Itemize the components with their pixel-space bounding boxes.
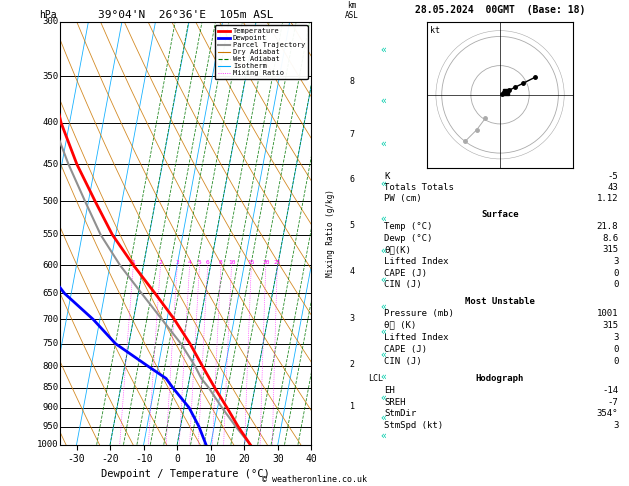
- Text: SREH: SREH: [384, 398, 406, 406]
- Text: 0: 0: [613, 280, 618, 289]
- Text: 600: 600: [42, 261, 58, 270]
- Text: «: «: [381, 178, 387, 188]
- Text: 8.6: 8.6: [602, 234, 618, 243]
- Text: StmDir: StmDir: [384, 409, 416, 418]
- Text: 315: 315: [602, 321, 618, 330]
- Text: Most Unstable: Most Unstable: [465, 297, 535, 306]
- Text: 850: 850: [42, 383, 58, 392]
- Text: 8: 8: [350, 77, 355, 87]
- Text: 0: 0: [613, 345, 618, 354]
- Text: -14: -14: [602, 385, 618, 395]
- Title: 39°04'N  26°36'E  105m ASL: 39°04'N 26°36'E 105m ASL: [97, 10, 274, 20]
- Text: 900: 900: [42, 403, 58, 412]
- Text: 3: 3: [350, 314, 355, 323]
- Text: «: «: [381, 45, 387, 55]
- Text: «: «: [381, 350, 387, 360]
- Text: «: «: [381, 245, 387, 255]
- Text: «: «: [381, 393, 387, 403]
- Text: 5: 5: [350, 221, 355, 229]
- Text: 15: 15: [248, 260, 255, 265]
- Text: StmSpd (kt): StmSpd (kt): [384, 421, 443, 431]
- Text: 4: 4: [188, 260, 191, 265]
- Text: CIN (J): CIN (J): [384, 280, 422, 289]
- Text: -7: -7: [608, 398, 618, 406]
- Text: 1001: 1001: [597, 309, 618, 318]
- Text: 28.05.2024  00GMT  (Base: 18): 28.05.2024 00GMT (Base: 18): [415, 4, 585, 15]
- Text: «: «: [381, 275, 387, 285]
- Text: Lifted Index: Lifted Index: [384, 257, 449, 266]
- Text: EH: EH: [384, 385, 395, 395]
- Text: 550: 550: [42, 230, 58, 239]
- Text: PW (cm): PW (cm): [384, 194, 422, 204]
- Text: Lifted Index: Lifted Index: [384, 333, 449, 342]
- Text: 700: 700: [42, 315, 58, 324]
- Text: CIN (J): CIN (J): [384, 357, 422, 365]
- Text: 3: 3: [613, 333, 618, 342]
- Text: «: «: [381, 431, 387, 441]
- Text: © weatheronline.co.uk: © weatheronline.co.uk: [262, 474, 367, 484]
- Text: LCL: LCL: [368, 374, 383, 383]
- Text: 6: 6: [350, 175, 355, 184]
- Text: 450: 450: [42, 160, 58, 169]
- Text: 3: 3: [613, 421, 618, 431]
- Text: CAPE (J): CAPE (J): [384, 269, 427, 278]
- Text: 950: 950: [42, 422, 58, 431]
- Text: 6: 6: [206, 260, 209, 265]
- Text: 1: 1: [131, 260, 135, 265]
- Text: «: «: [381, 95, 387, 105]
- Text: θᴄ(K): θᴄ(K): [384, 245, 411, 254]
- Text: 7: 7: [350, 130, 355, 139]
- Text: 2: 2: [350, 360, 355, 368]
- Text: «: «: [381, 213, 387, 224]
- Text: θᴄ (K): θᴄ (K): [384, 321, 416, 330]
- Text: kt: kt: [430, 26, 440, 35]
- Text: 1000: 1000: [37, 440, 58, 449]
- Text: 350: 350: [42, 71, 58, 81]
- Text: K: K: [384, 173, 390, 181]
- Text: «: «: [381, 372, 387, 382]
- Text: 43: 43: [608, 183, 618, 192]
- Text: «: «: [381, 327, 387, 337]
- Text: -5: -5: [608, 173, 618, 181]
- Text: Totals Totals: Totals Totals: [384, 183, 454, 192]
- Text: 1.12: 1.12: [597, 194, 618, 204]
- Text: «: «: [381, 139, 387, 149]
- Text: 20: 20: [262, 260, 270, 265]
- Text: 25: 25: [274, 260, 281, 265]
- Text: 2: 2: [159, 260, 162, 265]
- Legend: Temperature, Dewpoint, Parcel Trajectory, Dry Adiabat, Wet Adiabat, Isotherm, Mi: Temperature, Dewpoint, Parcel Trajectory…: [214, 25, 308, 79]
- Text: 800: 800: [42, 362, 58, 371]
- Text: 3: 3: [175, 260, 179, 265]
- Text: hPa: hPa: [39, 10, 57, 20]
- Text: km
ASL: km ASL: [345, 1, 359, 20]
- Text: 0: 0: [613, 357, 618, 365]
- Text: 1: 1: [350, 402, 355, 412]
- Text: 8: 8: [219, 260, 223, 265]
- Text: 650: 650: [42, 289, 58, 298]
- Text: Surface: Surface: [481, 210, 519, 219]
- Text: «: «: [381, 302, 387, 312]
- Text: 21.8: 21.8: [597, 222, 618, 231]
- Text: CAPE (J): CAPE (J): [384, 345, 427, 354]
- Text: 315: 315: [602, 245, 618, 254]
- Text: 400: 400: [42, 119, 58, 127]
- Text: 354°: 354°: [597, 409, 618, 418]
- Text: 5: 5: [198, 260, 201, 265]
- Text: 4: 4: [350, 267, 355, 276]
- Text: 300: 300: [42, 17, 58, 26]
- Text: Pressure (mb): Pressure (mb): [384, 309, 454, 318]
- Text: Dewp (°C): Dewp (°C): [384, 234, 433, 243]
- Text: «: «: [381, 412, 387, 422]
- X-axis label: Dewpoint / Temperature (°C): Dewpoint / Temperature (°C): [101, 469, 270, 479]
- Text: Temp (°C): Temp (°C): [384, 222, 433, 231]
- Text: 10: 10: [228, 260, 235, 265]
- Text: 3: 3: [613, 257, 618, 266]
- Text: 500: 500: [42, 197, 58, 206]
- Text: Mixing Ratio (g/kg): Mixing Ratio (g/kg): [326, 190, 335, 277]
- Text: 750: 750: [42, 339, 58, 348]
- Text: Hodograph: Hodograph: [476, 374, 524, 382]
- Text: 0: 0: [613, 269, 618, 278]
